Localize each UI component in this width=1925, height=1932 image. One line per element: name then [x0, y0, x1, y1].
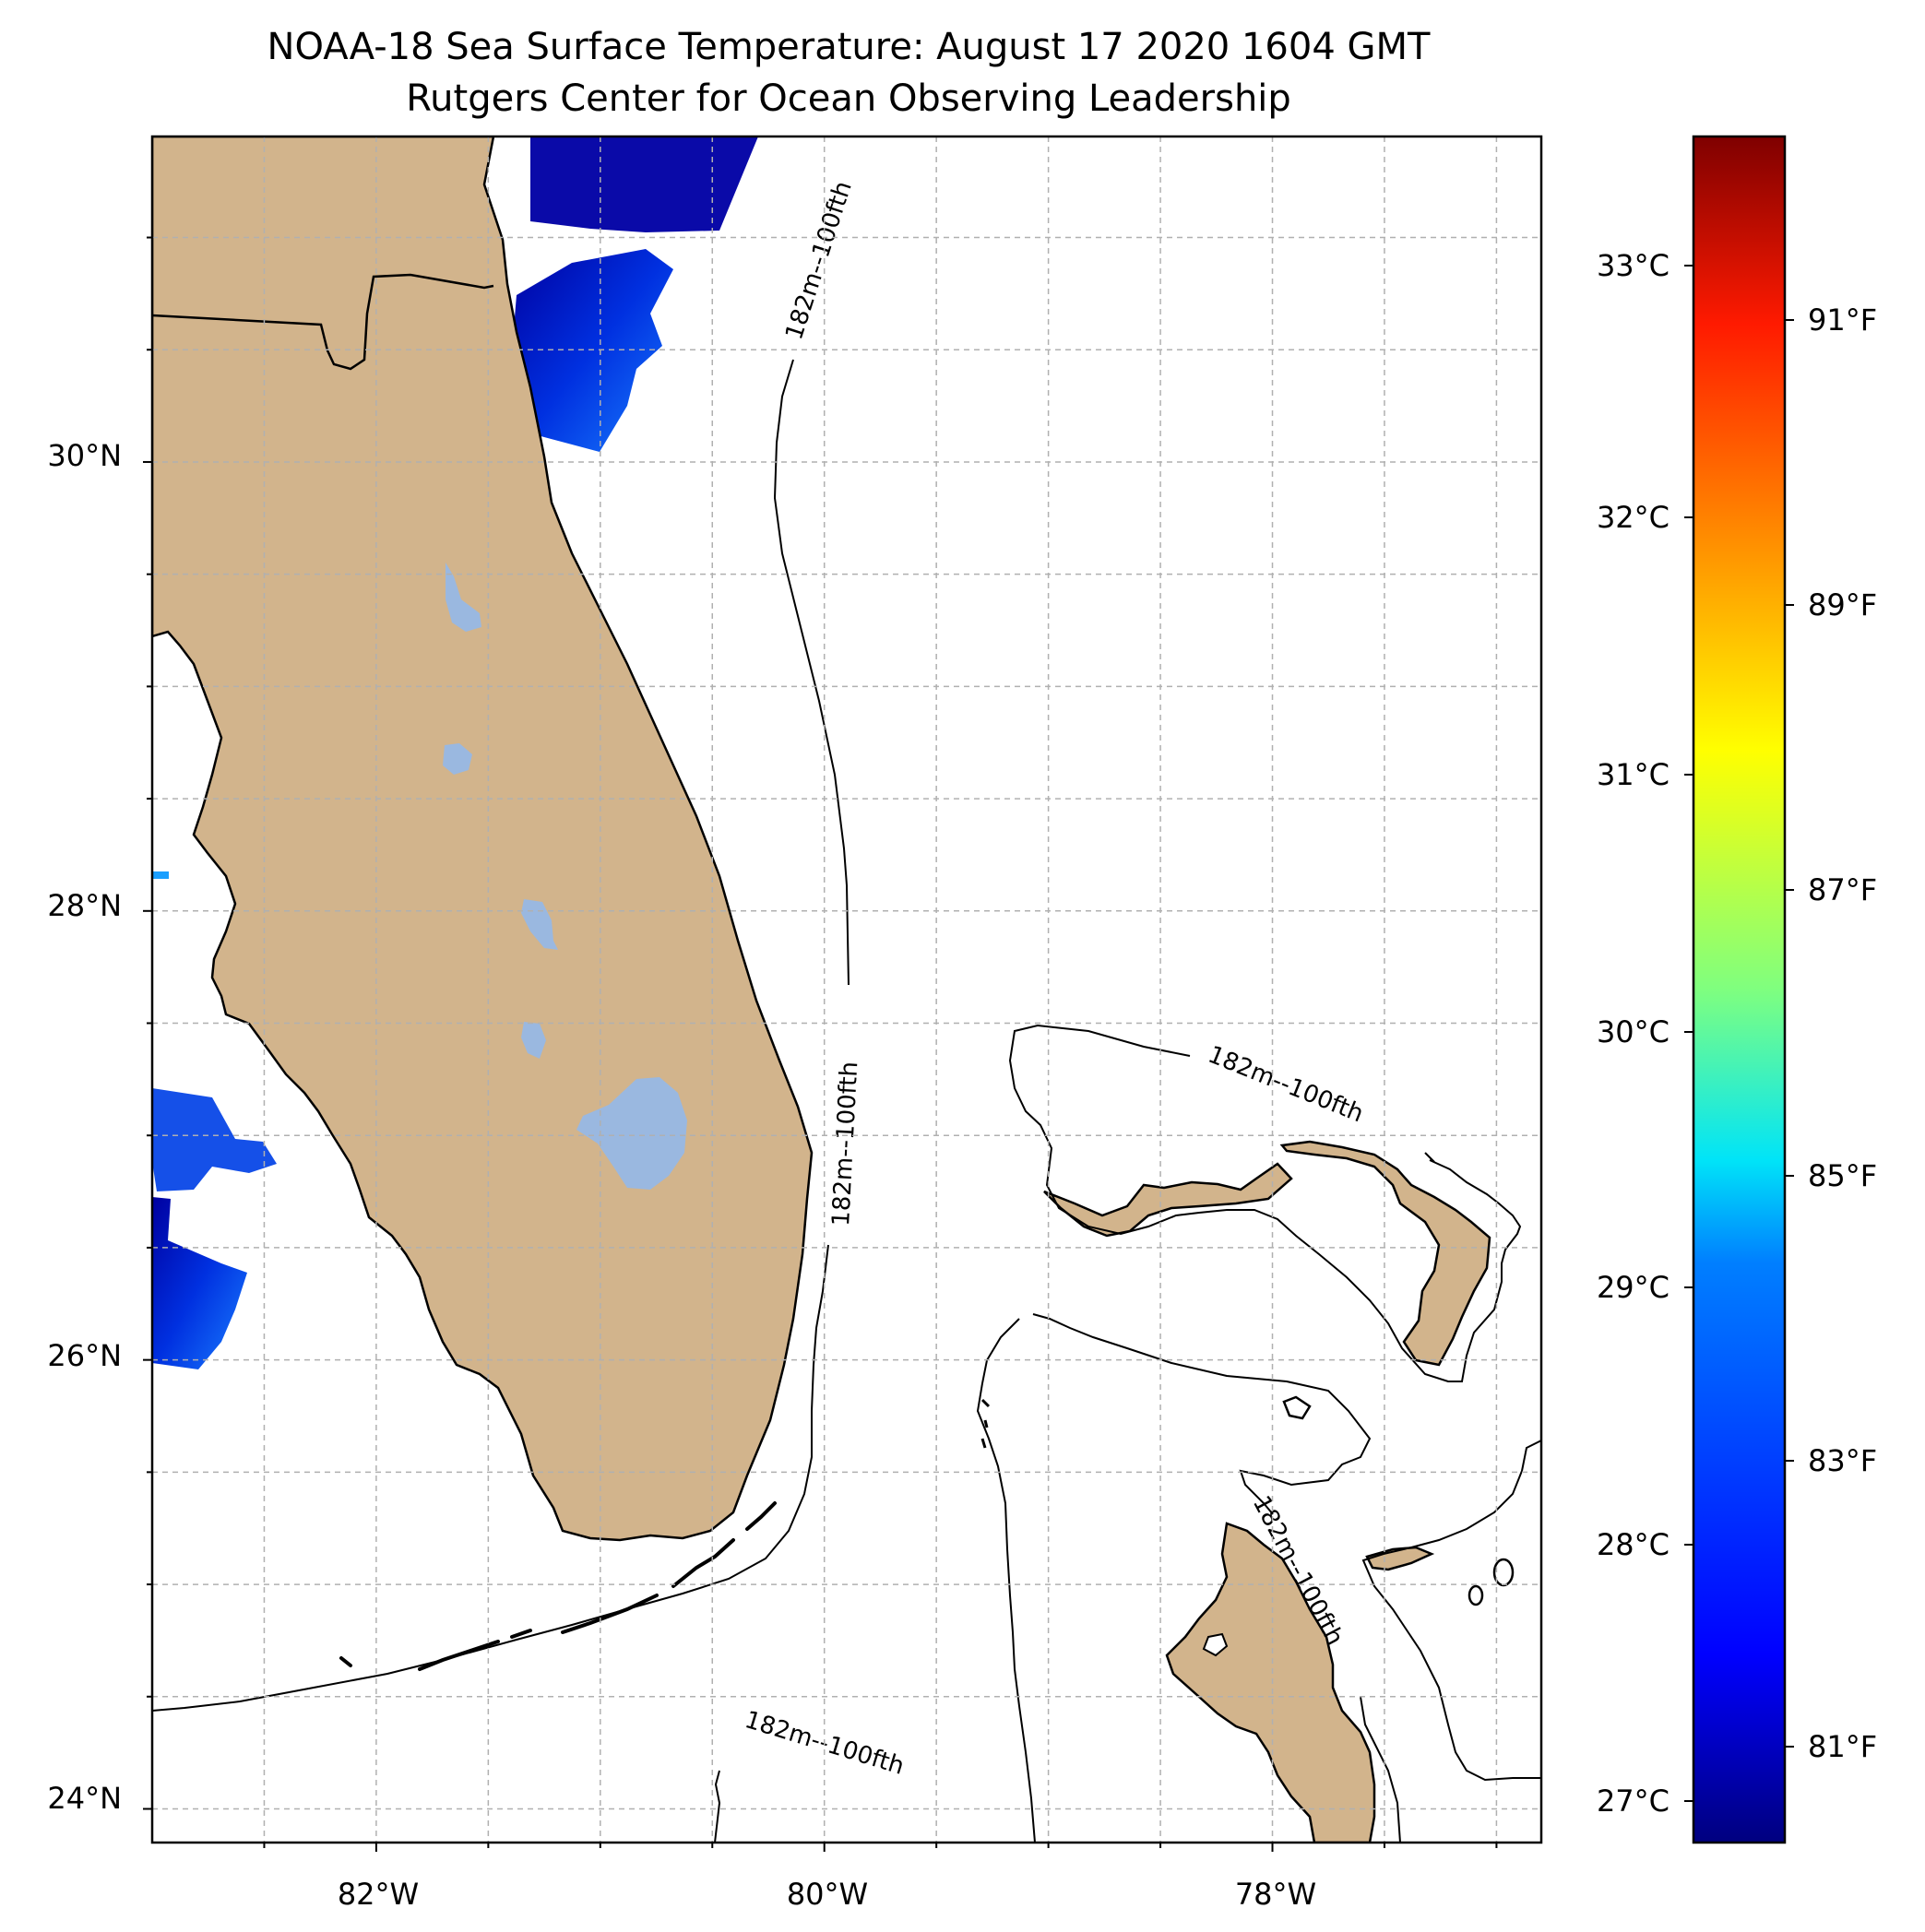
cay-3: [1282, 1395, 1312, 1420]
colorbar-c-31: 31°C: [1597, 757, 1670, 792]
axis-ticks: [143, 236, 1498, 1852]
colorbar-f-81: 81°F: [1808, 1729, 1877, 1764]
isobath-florida-east: [773, 359, 850, 986]
colorbar-f-83: 83°F: [1808, 1443, 1877, 1478]
colorbar-fahrenheit-ticks: [1785, 319, 1794, 1748]
lon-tick-78: 78°W: [1235, 1877, 1316, 1912]
lat-tick-28: 28°N: [47, 888, 122, 923]
great-abaco: [1279, 1140, 1491, 1367]
colorbar-gradient: [1692, 135, 1787, 1844]
isobath-andros-east: [1360, 1696, 1401, 1843]
lat-tick-24: 24°N: [47, 1781, 122, 1816]
andros-inlet: [1202, 1632, 1229, 1657]
isobath-little-bahama-bank: [1008, 1024, 1522, 1382]
lake-kissimmee-south: [521, 1022, 546, 1059]
colorbar-c-33: 33°C: [1597, 248, 1670, 283]
isobath-keys-south: [714, 1770, 721, 1843]
colorbar-c-32: 32°C: [1597, 500, 1670, 535]
sst-swath-west-1: [152, 1088, 277, 1191]
lake-apopka: [443, 743, 472, 775]
isobath-tongue-of-ocean: [976, 1318, 1036, 1843]
lon-tick-80: 80°W: [787, 1877, 868, 1912]
sst-swath-west-2: [152, 1197, 247, 1369]
state-border: [152, 273, 494, 371]
lat-tick-30: 30°N: [47, 438, 122, 473]
map-frame: [150, 135, 1543, 1844]
cay-4: [980, 1398, 991, 1449]
colorbar: 33°C 32°C 31°C 30°C 29°C 28°C 27°C 91°F …: [1597, 135, 1877, 1844]
berry-islands: [1365, 1546, 1435, 1571]
cay-2: [1468, 1584, 1484, 1606]
colorbar-c-29: 29°C: [1597, 1270, 1670, 1305]
sst-speck-1: [152, 871, 169, 879]
map-area: 182m--100fth 182m--100fth 182m--100fth 1…: [152, 136, 1541, 1843]
colorbar-c-30: 30°C: [1597, 1014, 1670, 1049]
colorbar-f-91: 91°F: [1808, 302, 1877, 338]
lake-kissimmee-north: [521, 899, 558, 950]
isobath-great-bahama-bank: [1032, 1313, 1372, 1515]
figure-subtitle: Rutgers Center for Ocean Observing Leade…: [406, 77, 1291, 120]
colorbar-c-28: 28°C: [1597, 1527, 1670, 1562]
lon-tick-82: 82°W: [338, 1877, 419, 1912]
colorbar-c-27: 27°C: [1597, 1784, 1670, 1819]
lake-okeechobee: [576, 1077, 687, 1190]
sst-swath-north: [530, 136, 758, 232]
colorbar-celsius-ticks: [1684, 265, 1693, 1802]
cay-1: [1492, 1558, 1515, 1587]
lake-george: [446, 563, 481, 632]
andros-island: [1165, 1522, 1376, 1843]
isobath-east-bahamas: [1361, 1440, 1541, 1782]
gridlines: [152, 136, 1541, 1843]
key-west: [339, 1656, 352, 1667]
colorbar-f-87: 87°F: [1808, 872, 1877, 907]
isobath-grand-bahama-north: [1424, 1152, 1435, 1163]
lat-tick-26: 26°N: [47, 1338, 122, 1373]
colorbar-f-89: 89°F: [1808, 587, 1877, 622]
figure-title: NOAA-18 Sea Surface Temperature: August …: [267, 26, 1431, 68]
colorbar-f-85: 85°F: [1808, 1158, 1877, 1193]
isobath-florida-east-lower: [152, 1244, 829, 1712]
